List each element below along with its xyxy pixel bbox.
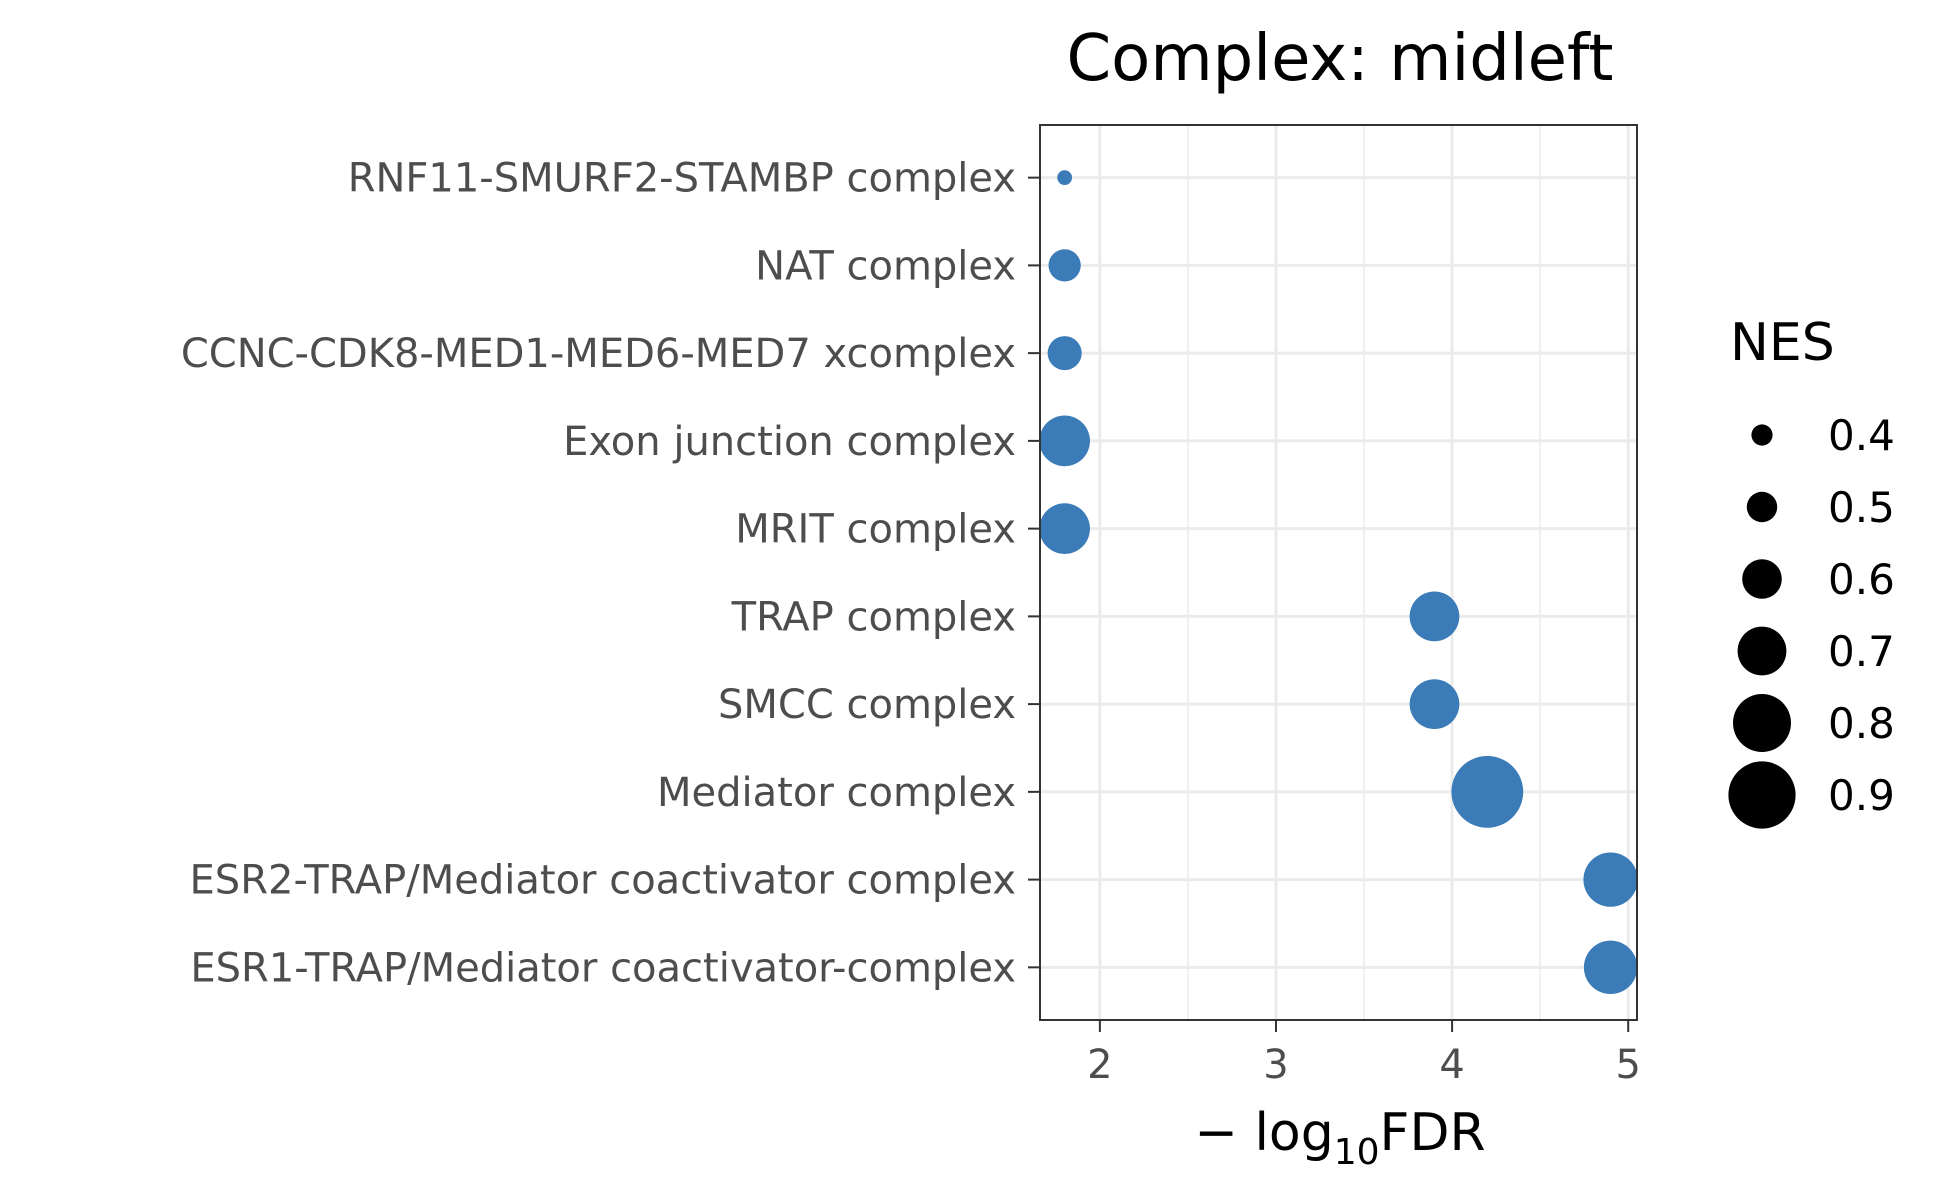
legend-key	[1751, 424, 1773, 446]
x-tick-label: 3	[1263, 1042, 1288, 1088]
y-tick-label: TRAP complex	[731, 594, 1016, 640]
y-tick-label: SMCC complex	[718, 682, 1016, 728]
legend-label: 0.9	[1828, 771, 1895, 820]
data-point	[1583, 852, 1638, 907]
legend-key	[1728, 761, 1796, 829]
grid	[1040, 125, 1637, 1020]
legend-label: 0.4	[1828, 411, 1895, 460]
data-point	[1409, 591, 1460, 642]
legend-title: NES	[1730, 313, 1835, 373]
legend-key	[1742, 559, 1782, 599]
y-tick-label: NAT complex	[755, 243, 1016, 289]
plot-panel-border	[1039, 124, 1638, 1021]
data-point	[1451, 755, 1524, 828]
data-point	[1039, 503, 1090, 554]
data-point	[1047, 336, 1082, 371]
x-tick-label: 2	[1087, 1042, 1112, 1088]
y-tick-label: ESR1-TRAP/Mediator coactivator-complex	[190, 945, 1016, 991]
y-tick-label: Exon junction complex	[563, 419, 1016, 465]
data-points	[1039, 170, 1638, 995]
legend-label: 0.6	[1828, 555, 1895, 604]
data-point	[1057, 170, 1073, 186]
y-tick-label: CCNC-CDK8-MED1-MED6-MED7 xcomplex	[181, 331, 1016, 377]
x-axis: 2 3 4 5	[1087, 1020, 1641, 1088]
legend-key	[1746, 491, 1778, 523]
y-tick-label: MRIT complex	[735, 507, 1016, 553]
legend-label: 0.8	[1828, 699, 1895, 748]
data-point	[1409, 679, 1460, 729]
legend-key	[1737, 626, 1787, 676]
x-axis-label-subscript: 10	[1334, 1132, 1380, 1173]
y-tick-label: Mediator complex	[657, 770, 1016, 816]
y-tick-label: ESR2-TRAP/Mediator coactivator complex	[190, 858, 1016, 904]
y-tick-label: RNF11-SMURF2-STAMBP complex	[348, 156, 1016, 202]
legend-label: 0.7	[1828, 627, 1895, 676]
legend: 0.4 0.5 0.6 0.7 0.8 0.9	[1728, 411, 1895, 829]
data-point	[1583, 940, 1638, 995]
x-axis-label-prefix: − log	[1194, 1103, 1333, 1163]
x-tick-label: 5	[1615, 1042, 1640, 1088]
legend-label: 0.5	[1828, 483, 1895, 532]
x-axis-label: − log10FDR	[1194, 1103, 1485, 1173]
x-axis-label-suffix: FDR	[1380, 1103, 1486, 1163]
legend-key	[1733, 694, 1791, 752]
plot-panel-background	[1040, 125, 1637, 1020]
data-point	[1048, 249, 1081, 282]
y-axis: RNF11-SMURF2-STAMBP complex NAT complex CC…	[181, 156, 1040, 991]
data-point	[1039, 415, 1090, 467]
x-tick-label: 4	[1439, 1042, 1464, 1088]
chart-title: Complex: midleft	[1066, 22, 1613, 96]
